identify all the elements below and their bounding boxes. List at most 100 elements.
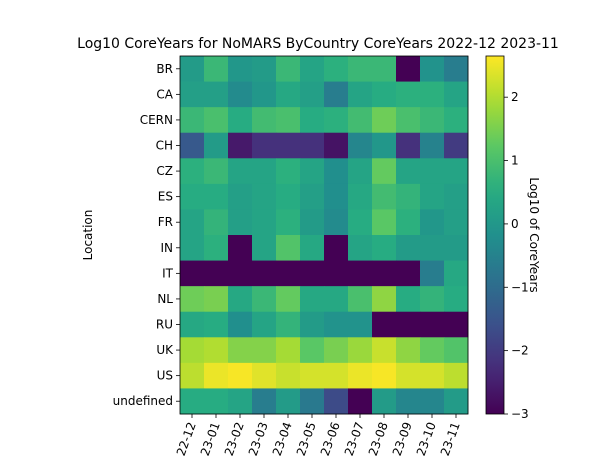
x-tick-label: 23-03 [246, 420, 271, 458]
heatmap-cell [252, 158, 277, 185]
heatmap-cell [396, 337, 421, 364]
heatmap-cell [324, 183, 349, 210]
heatmap-cell [348, 158, 373, 185]
heatmap-cell [420, 260, 445, 287]
heatmap-cell [276, 81, 301, 108]
colorbar-tick-label: 0 [511, 217, 519, 231]
heatmap-cell [252, 81, 277, 108]
heatmap-cell [300, 132, 325, 159]
heatmap-cell [420, 132, 445, 159]
heatmap-cell [300, 158, 325, 185]
heatmap-cell [252, 337, 277, 364]
heatmap-cells [180, 56, 469, 415]
heatmap-cell [228, 388, 253, 415]
heatmap-cell [276, 260, 301, 287]
heatmap-cell [228, 107, 253, 134]
heatmap-cell [324, 81, 349, 108]
heatmap-cell [444, 337, 469, 364]
heatmap-cell [324, 362, 349, 389]
heatmap-cell [180, 311, 205, 338]
heatmap-cell [252, 388, 277, 415]
heatmap-cell [180, 209, 205, 236]
heatmap-cell [444, 158, 469, 185]
heatmap-cell [444, 362, 469, 389]
heatmap-cell [300, 388, 325, 415]
heatmap-cell [276, 158, 301, 185]
y-tick-label: BR [156, 62, 173, 76]
x-tick-label: 23-06 [318, 420, 343, 458]
heatmap-cell [372, 362, 397, 389]
heatmap-cell [348, 132, 373, 159]
colorbar-label: Log10 of CoreYears [527, 177, 541, 292]
colorbar-tick-label: 1 [511, 154, 519, 168]
heatmap-cell [228, 337, 253, 364]
heatmap-cell [228, 132, 253, 159]
heatmap-cell [228, 362, 253, 389]
colorbar-tick-label: −3 [511, 407, 529, 421]
heatmap-cell [372, 209, 397, 236]
heatmap-cell [396, 56, 421, 82]
x-tick-label: 23-02 [222, 420, 247, 458]
heatmap-cell [300, 362, 325, 389]
heatmap-cell [276, 107, 301, 134]
y-tick-label: NL [157, 292, 173, 306]
x-tick-label: 23-08 [366, 420, 391, 458]
heatmap-cell [396, 235, 421, 261]
heatmap-cell [252, 209, 277, 236]
heatmap-cell [204, 311, 229, 338]
heatmap-cell [444, 235, 469, 261]
heatmap-cell [348, 362, 373, 389]
heatmap-cell [420, 158, 445, 185]
heatmap-cell [204, 362, 229, 389]
heatmap-cell [372, 107, 397, 134]
heatmap-cell [372, 235, 397, 261]
heatmap-cell [348, 388, 373, 415]
heatmap-cell [180, 56, 205, 82]
heatmap-cell [396, 260, 421, 287]
heatmap-cell [252, 286, 277, 313]
heatmap-cell [300, 337, 325, 364]
heatmap-cell [444, 107, 469, 134]
heatmap-cell [396, 132, 421, 159]
heatmap-cell [396, 158, 421, 185]
heatmap-cell [204, 107, 229, 134]
heatmap-cell [444, 260, 469, 287]
heatmap-cell [228, 209, 253, 236]
heatmap-cell [180, 362, 205, 389]
y-axis: BR CA CERN CH CZ ES FR IN IT NL RU UK US undefined [113, 62, 180, 408]
heatmap-cell [228, 56, 253, 82]
heatmap-cell [276, 337, 301, 364]
heatmap-cell [372, 337, 397, 364]
heatmap-cell [276, 311, 301, 338]
heatmap-cell [276, 132, 301, 159]
heatmap-cell [348, 81, 373, 108]
heatmap-cell [276, 286, 301, 313]
heatmap-cell [420, 362, 445, 389]
chart-title: Log10 CoreYears for NoMARS ByCountry Cor… [77, 36, 559, 52]
heatmap-cell [252, 235, 277, 261]
x-tick-label: 23-09 [390, 420, 415, 458]
heatmap-cell [396, 81, 421, 108]
heatmap-cell [300, 235, 325, 261]
heatmap-cell [444, 286, 469, 313]
heatmap-cell [420, 388, 445, 415]
y-tick-label: RU [156, 318, 173, 332]
heatmap-cell [300, 81, 325, 108]
colorbar-frame [485, 55, 505, 415]
heatmap-cell [324, 286, 349, 313]
heatmap-cell [300, 107, 325, 134]
heatmap-cell [372, 132, 397, 159]
heatmap-cell [372, 286, 397, 313]
heatmap-cell [324, 56, 349, 82]
heatmap-cell [228, 260, 253, 287]
heatmap-cell [444, 56, 469, 82]
heatmap-cell [348, 311, 373, 338]
heatmap-cell [228, 158, 253, 185]
heatmap-cell [396, 107, 421, 134]
heatmap-cell [252, 260, 277, 287]
heatmap-cell [300, 311, 325, 338]
heatmap-cell [396, 388, 421, 415]
heatmap-cell [276, 388, 301, 415]
heatmap-cell [180, 132, 205, 159]
